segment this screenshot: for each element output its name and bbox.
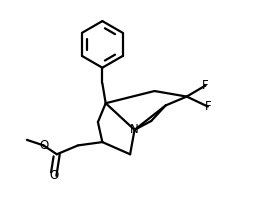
Text: N: N [130,123,139,136]
Text: O: O [39,139,48,152]
Text: F: F [202,79,209,92]
Text: F: F [205,100,211,113]
Text: O: O [49,169,58,182]
